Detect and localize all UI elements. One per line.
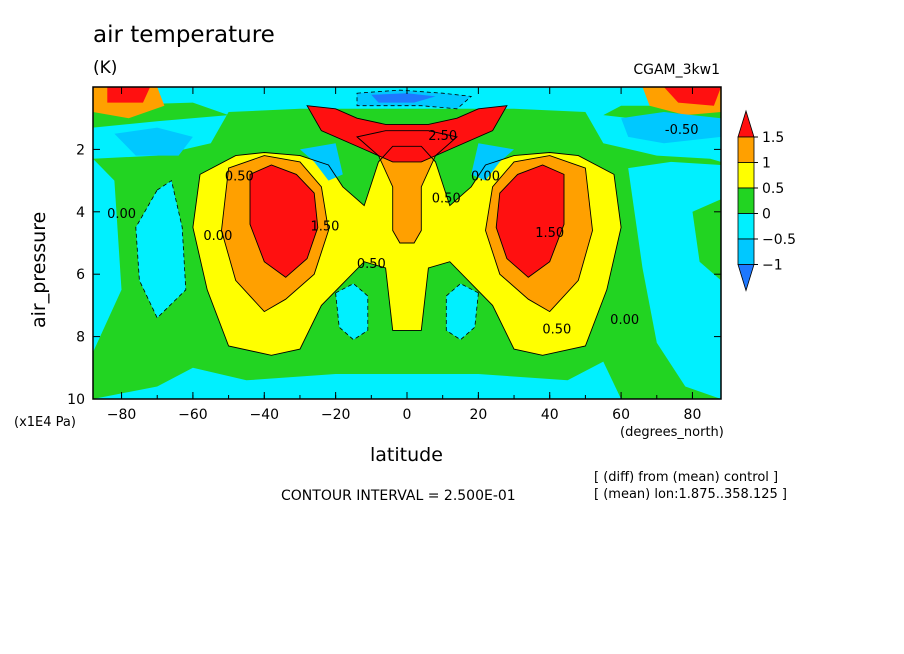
contour-line-0 [192, 145, 622, 356]
x-tick-label-1: −60 [178, 407, 208, 423]
axes: −80 −60 −40 −20 0 20 40 60 80 2 4 6 8 10 [67, 87, 721, 423]
field-red-top-left [107, 87, 151, 103]
colorbar-label-4: −0.5 [762, 232, 796, 248]
x-tick-label-6: 40 [541, 407, 559, 423]
colorbar-label-1: 1 [762, 156, 771, 172]
contour-labels: 0.00 0.00 0.50 1.50 0.50 0.50 0.00 1.50 0.50 0.00… [107, 123, 699, 338]
contour-dashed-left [135, 179, 187, 319]
colorbar-top-arrow [737, 109, 755, 138]
field-darkblue-top [371, 93, 436, 103]
note-diff: [ (diff) from (mean) control ] [594, 470, 779, 485]
contour-label-4: 0.50 [357, 257, 386, 272]
x-axis-units: (degrees_north) [620, 425, 724, 440]
field-red-right [496, 165, 564, 278]
y-tick-label-0: 2 [76, 142, 85, 158]
contour-label-8: 0.50 [542, 322, 571, 337]
field-blue-left [114, 127, 193, 156]
field-red-top [307, 105, 507, 162]
y-tick-label-3: 8 [76, 330, 85, 346]
colorbar-label-3: 0 [762, 207, 771, 223]
run-label: CGAM_3kw1 [633, 62, 720, 78]
field-cyan-well-left [335, 283, 368, 340]
contour-line-5 [306, 105, 508, 163]
contour-dashed-top [356, 89, 473, 110]
x-tick-label-2: −40 [249, 407, 279, 423]
contour-line-4 [495, 164, 565, 278]
contour-label-2: 0.50 [225, 170, 254, 185]
contour-label-3: 1.50 [310, 220, 339, 235]
colorbar-label-0: 1.5 [762, 130, 784, 146]
colorbar-segment-4 [737, 238, 755, 265]
colorbar-label-5: −1 [762, 258, 783, 274]
colorbar-segment-2 [737, 187, 755, 214]
y-tick-label-4: 10 [67, 392, 85, 408]
colorbar-label-2: 0.5 [762, 181, 784, 197]
chart-title: air temperature [93, 22, 275, 48]
x-tick-label-4: 0 [403, 407, 412, 423]
contour-interval: CONTOUR INTERVAL = 2.500E-01 [281, 488, 516, 504]
y-axis-units: (x1E4 Pa) [14, 415, 76, 430]
contour-label-0: 0.00 [107, 207, 136, 222]
field-orange-center [357, 130, 457, 243]
x-tick-label-0: −80 [107, 407, 137, 423]
x-tick-label-3: −20 [321, 407, 351, 423]
colorbar-segment-1 [737, 162, 755, 189]
field-cyan-left [135, 180, 186, 318]
x-tick-label-8: 80 [684, 407, 702, 423]
x-tick-label-5: 20 [469, 407, 487, 423]
contour-label-6: 0.00 [471, 170, 500, 185]
contour-label-1: 0.00 [203, 229, 232, 244]
contour-label-9: 0.00 [610, 313, 639, 328]
contour-label-11: 2.50 [428, 129, 457, 144]
contour-line-1 [221, 155, 329, 313]
field-blue-right [621, 112, 721, 144]
contour-dashed-well-left [335, 283, 369, 341]
field-red-left [250, 165, 318, 278]
contour-line-2 [485, 155, 593, 313]
colorbar-segment-3 [737, 213, 755, 240]
colorbar-segment-0 [737, 136, 755, 163]
contour-dashed-well-right [445, 283, 479, 341]
x-axis-label: latitude [370, 444, 443, 466]
contour-label-10: -0.50 [665, 123, 699, 138]
contour-fill [93, 87, 721, 399]
chart-units: (K) [93, 58, 118, 78]
contour-line-3 [249, 164, 319, 278]
contour-label-7: 1.50 [535, 226, 564, 241]
field-red-top-right [663, 87, 721, 106]
field-green-edge-right [692, 199, 721, 281]
note-mean: [ (mean) lon:1.875..358.125 ] [594, 487, 787, 502]
y-tick-label-2: 6 [76, 267, 85, 283]
field-cyan-well-right [446, 283, 479, 340]
y-tick-label-1: 4 [76, 205, 85, 221]
contour-line-6 [356, 130, 458, 244]
colorbar: 1.5 1 0.5 0 −0.5 −1 [737, 109, 796, 292]
x-tick-label-7: 60 [612, 407, 630, 423]
colorbar-bottom-arrow [737, 264, 755, 292]
contour-label-5: 0.50 [432, 191, 461, 206]
